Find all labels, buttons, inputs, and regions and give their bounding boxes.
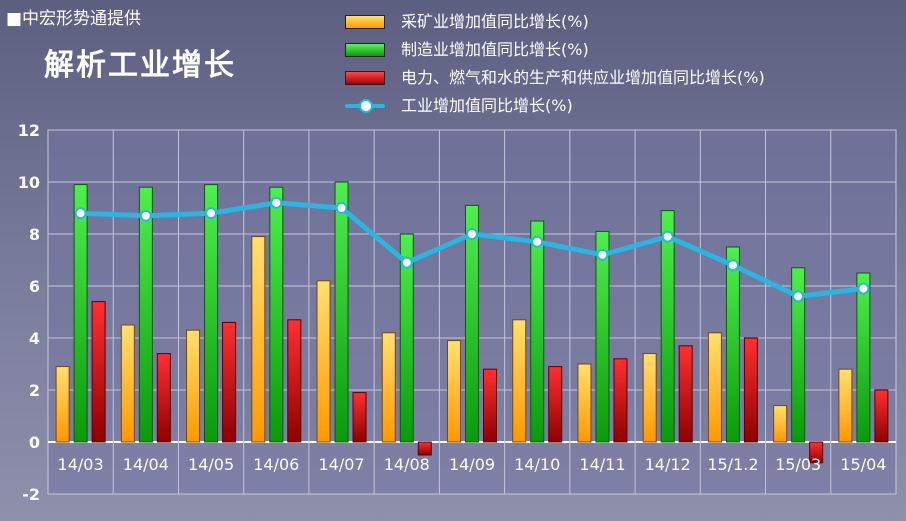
bar-manufacturing-7 [530, 220, 545, 443]
legend-label-industry: 工业增加值同比增长(%) [401, 96, 573, 115]
x-tick-label-5: 14/08 [384, 455, 430, 474]
bar-utilities-5 [417, 441, 432, 456]
point-industry-8 [596, 248, 609, 261]
y-tick-label-6: 10 [18, 173, 40, 192]
bar-mining-10 [707, 332, 722, 443]
legend-swatch-manufacturing [345, 43, 385, 57]
bar-manufacturing-4 [334, 181, 349, 443]
bar-mining-6 [447, 340, 461, 443]
bar-manufacturing-8 [595, 230, 610, 443]
bar-manufacturing-10 [725, 246, 740, 443]
bar-manufacturing-0 [73, 184, 88, 443]
x-tick-label-9: 14/12 [645, 455, 691, 474]
y-tick-label-4: 6 [29, 277, 40, 296]
credit-text: ■中宏形势通提供 [6, 9, 142, 29]
legend-label-utilities: 电力、燃气和水的生产和供应业增加值同比增长(%) [401, 68, 765, 87]
bar-manufacturing-9 [660, 210, 675, 443]
bar-mining-3 [251, 236, 266, 443]
y-tick-label-0: -2 [22, 485, 40, 504]
bar-manufacturing-3 [269, 186, 284, 443]
bar-mining-7 [512, 319, 527, 443]
bar-mining-8 [577, 363, 592, 443]
point-industry-7 [531, 235, 544, 248]
bar-utilities-1 [156, 353, 171, 443]
point-industry-6 [466, 228, 478, 240]
legend-label-mining: 采矿业增加值同比增长(%) [401, 12, 589, 31]
bar-manufacturing-5 [399, 233, 414, 443]
point-industry-2 [205, 207, 218, 220]
point-industry-9 [661, 230, 674, 243]
bar-mining-12 [838, 368, 853, 443]
bar-utilities-9 [678, 345, 693, 443]
x-tick-label-6: 14/09 [449, 455, 495, 474]
bar-utilities-2 [222, 321, 237, 443]
bar-manufacturing-12 [856, 272, 871, 443]
bar-mining-11 [773, 405, 788, 443]
bar-utilities-10 [743, 337, 758, 443]
bar-utilities-3 [287, 319, 302, 443]
x-tick-label-0: 14/03 [58, 455, 104, 474]
bar-mining-1 [120, 324, 135, 443]
point-industry-12 [857, 282, 870, 295]
bar-utilities-4 [352, 392, 367, 443]
bar-manufacturing-6 [465, 204, 479, 443]
bar-mining-0 [55, 366, 70, 443]
y-tick-label-7: 12 [18, 121, 40, 140]
x-tick-label-8: 14/11 [579, 455, 625, 474]
y-tick-label-5: 8 [29, 225, 40, 244]
point-industry-0 [74, 207, 87, 220]
x-tick-label-10: 15/1.2 [707, 455, 758, 474]
legend-swatch-mining [345, 15, 385, 29]
point-industry-4 [335, 202, 348, 214]
point-industry-5 [400, 256, 413, 269]
bar-mining-4 [316, 280, 331, 443]
bar-manufacturing-1 [138, 186, 153, 443]
y-tick-label-2: 2 [29, 381, 40, 400]
point-industry-1 [139, 209, 152, 222]
x-tick-label-7: 14/10 [514, 455, 560, 474]
chart-title: 解析工业增长 [44, 48, 236, 83]
x-tick-label-3: 14/06 [253, 455, 299, 474]
point-industry-3 [270, 196, 283, 209]
bar-utilities-8 [613, 358, 628, 443]
bar-utilities-12 [874, 389, 889, 443]
x-tick-label-2: 14/05 [188, 455, 234, 474]
x-tick-label-4: 14/07 [318, 455, 364, 474]
point-industry-11 [792, 290, 805, 303]
x-tick-label-11: 15/03 [775, 455, 821, 474]
bar-mining-5 [381, 332, 396, 443]
y-tick-label-1: 0 [29, 433, 40, 452]
x-tick-label-1: 14/04 [123, 455, 169, 474]
bar-utilities-7 [548, 366, 563, 443]
legend-swatch-utilities [345, 71, 385, 85]
legend-dot-industry [359, 99, 373, 113]
y-tick-label-3: 4 [29, 329, 40, 348]
x-tick-label-12: 15/04 [840, 455, 886, 474]
bar-manufacturing-11 [791, 267, 806, 443]
point-industry-10 [726, 259, 739, 272]
bar-mining-2 [186, 329, 201, 443]
bar-mining-9 [642, 353, 657, 443]
bar-utilities-0 [91, 301, 106, 443]
bar-utilities-6 [483, 368, 497, 443]
bar-manufacturing-2 [204, 184, 219, 443]
bar-utilities-11 [809, 441, 824, 464]
legend-label-manufacturing: 制造业增加值同比增长(%) [401, 40, 589, 59]
